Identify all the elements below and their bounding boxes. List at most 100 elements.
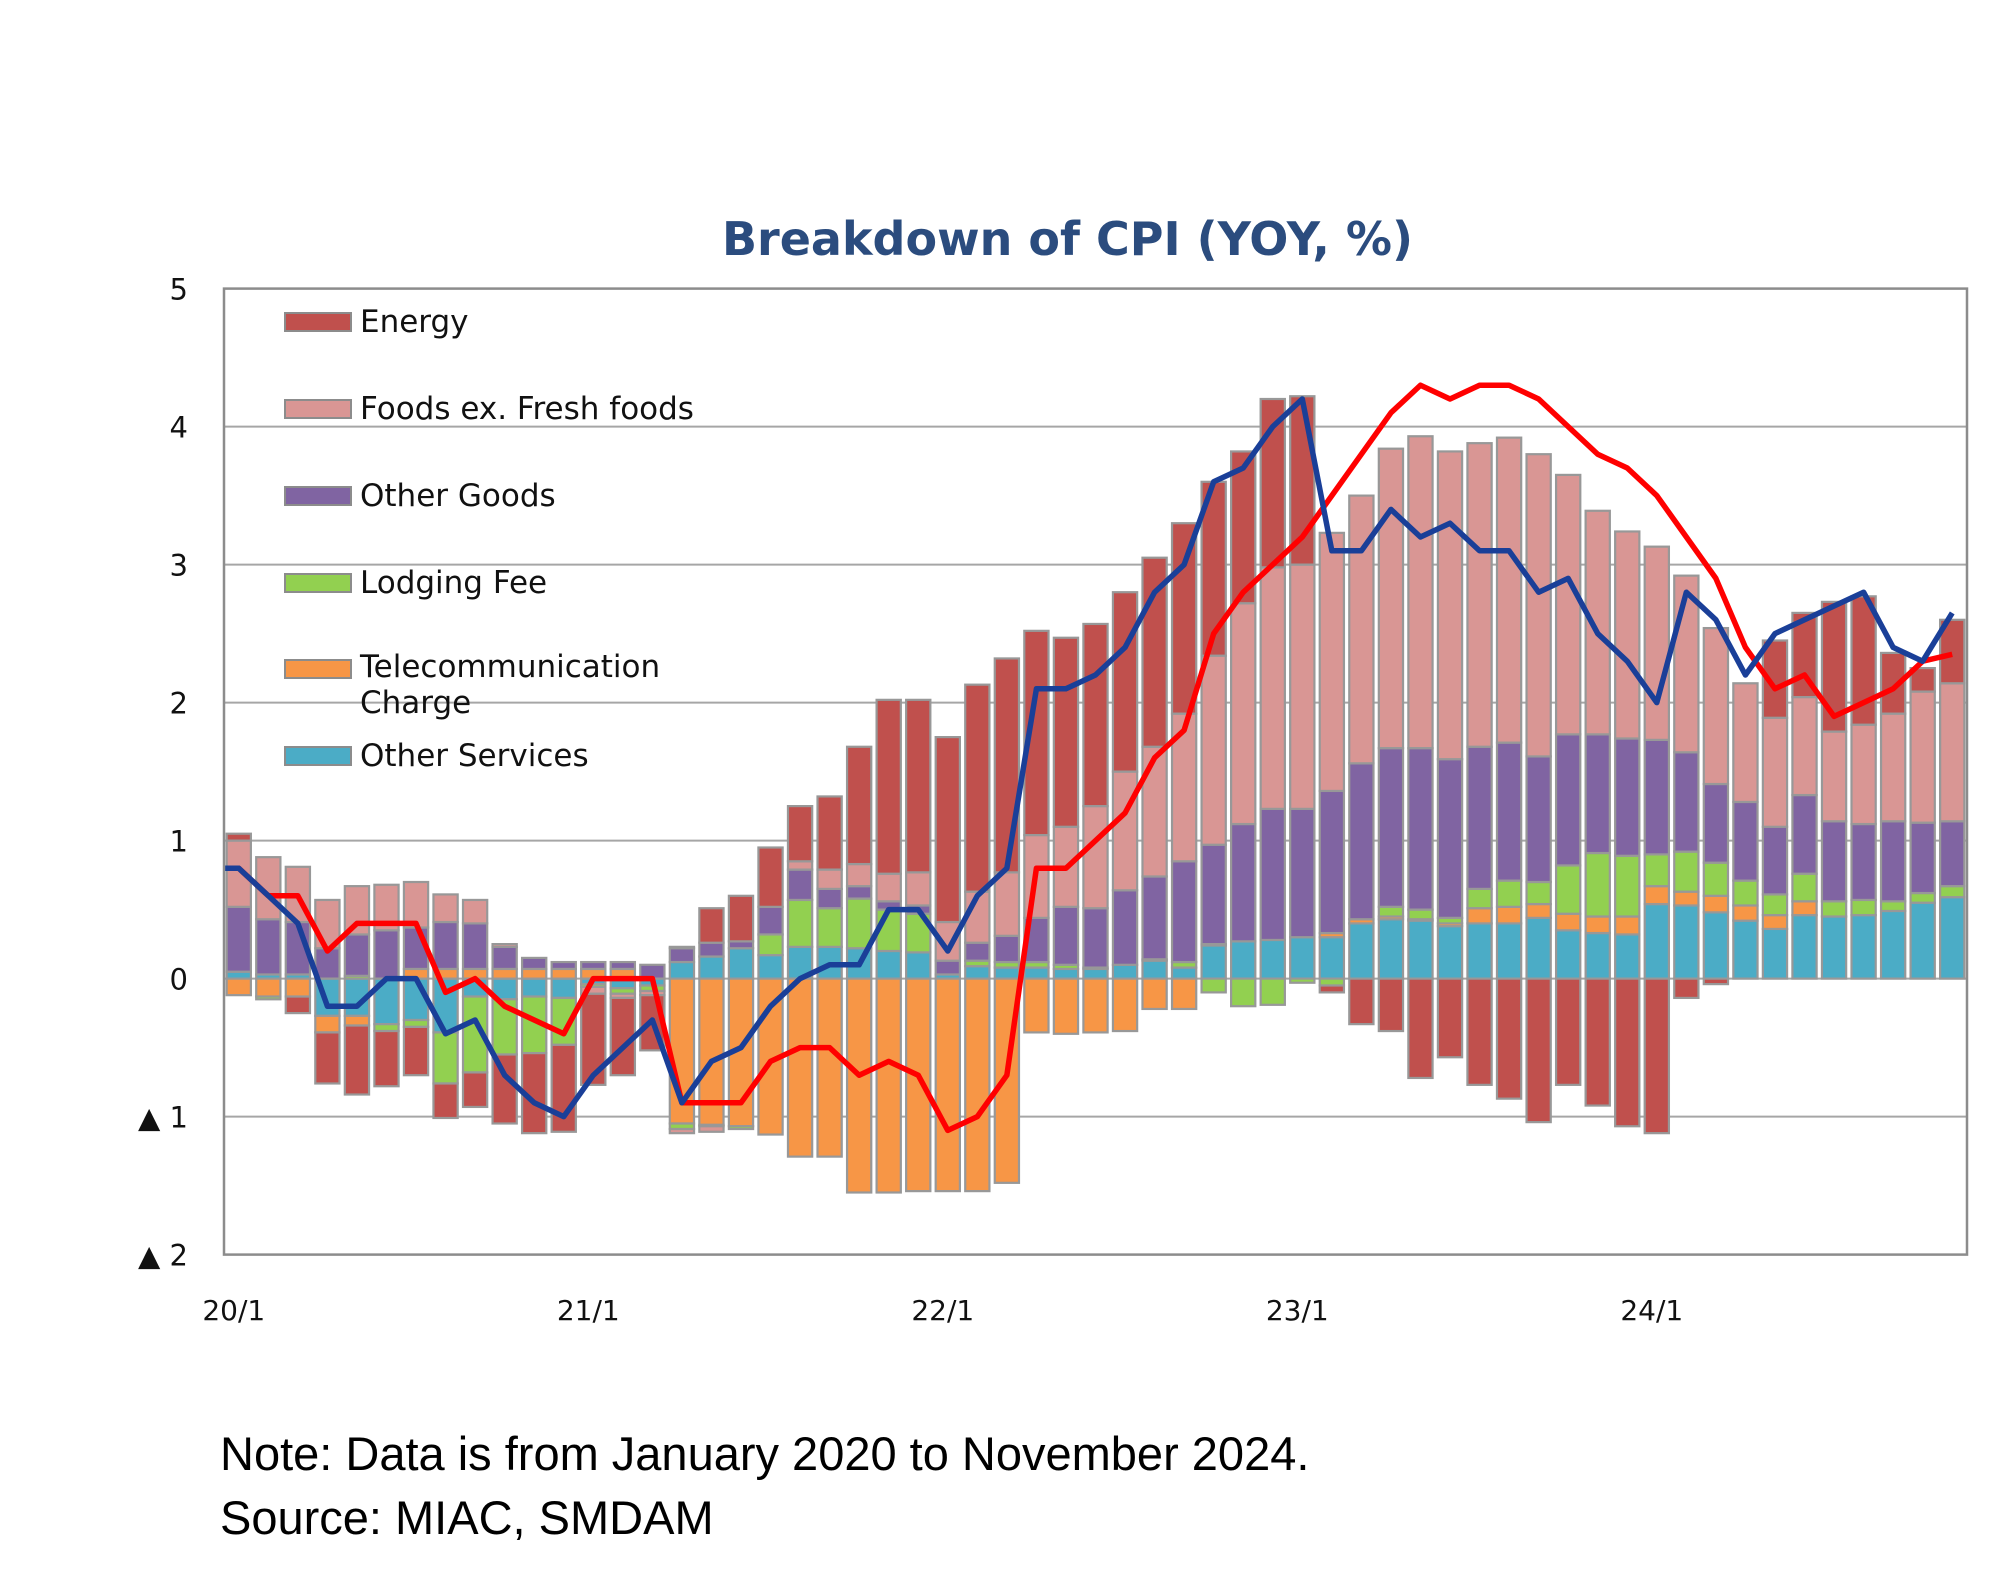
bar-segment-energy bbox=[1466, 977, 1493, 1086]
bar-segment-lodging-fee bbox=[1554, 864, 1582, 915]
bar-segment-telecommunication-charge bbox=[284, 977, 312, 998]
bar-segment-energy bbox=[1584, 977, 1611, 1107]
legend-label: Foods ex. Fresh foods bbox=[360, 391, 694, 427]
bar-segment-telecommunication-charge bbox=[1614, 915, 1641, 936]
bar-segment-telecommunication-charge bbox=[816, 977, 843, 1158]
bar-segment-other-goods bbox=[698, 941, 725, 958]
bar-segment-lodging-fee bbox=[255, 995, 282, 1001]
bar-segment-other-goods bbox=[1554, 733, 1582, 867]
bar-segment-other-services bbox=[1584, 931, 1611, 980]
bar-segment-lodging-fee bbox=[1584, 851, 1611, 918]
bar-segment-other-goods bbox=[934, 959, 962, 976]
bar-segment-other-services bbox=[1820, 915, 1848, 980]
legend-label: Telecommunication Charge bbox=[360, 649, 661, 721]
bar-segment-energy bbox=[491, 1053, 518, 1125]
bar-segment-other-goods bbox=[1584, 733, 1611, 855]
bar-segment-lodging-fee bbox=[1909, 891, 1936, 904]
bar-segment-foods-ex-fresh-foods bbox=[1791, 695, 1818, 797]
bar-segment-foods-ex-fresh-foods bbox=[1229, 602, 1257, 826]
bar-segment-energy bbox=[845, 745, 873, 866]
bar-segment-other-services bbox=[1170, 966, 1198, 980]
bar-segment-foods-ex-fresh-foods bbox=[1909, 690, 1936, 824]
bar-segment-other-goods bbox=[580, 960, 607, 971]
bar-segment-telecommunication-charge bbox=[1170, 977, 1198, 1011]
bar-segment-telecommunication-charge bbox=[1761, 914, 1789, 931]
blue-line bbox=[224, 396, 1955, 1120]
legend-swatch-energy bbox=[284, 312, 352, 332]
bar-segment-telecommunication-charge bbox=[520, 967, 548, 980]
bar-segment-other-goods bbox=[1348, 762, 1375, 921]
bar-segment-other-goods bbox=[1761, 825, 1789, 896]
bar-segment-other-goods bbox=[845, 885, 873, 900]
bar-segment-other-services bbox=[1141, 959, 1168, 980]
bar-segment-energy bbox=[1170, 522, 1198, 715]
bar-segment-telecommunication-charge bbox=[1466, 907, 1493, 925]
bar-segment-other-goods bbox=[786, 868, 814, 902]
bar-segment-foods-ex-fresh-foods bbox=[1643, 545, 1671, 741]
bar-segment-foods-ex-fresh-foods bbox=[1377, 447, 1405, 750]
bar-segment-other-services bbox=[550, 977, 577, 1000]
x-tick-label: 21/1 bbox=[557, 1294, 620, 1327]
legend-swatch-telecom bbox=[284, 659, 352, 679]
bar-segment-other-services bbox=[1259, 938, 1286, 980]
bar-segment-telecommunication-charge bbox=[1141, 977, 1168, 1011]
bar-segment-other-services bbox=[1111, 963, 1139, 980]
bar-segment-foods-ex-fresh-foods bbox=[1525, 453, 1552, 758]
bar-segment-foods-ex-fresh-foods bbox=[1761, 716, 1789, 828]
bar-segment-telecommunication-charge bbox=[314, 1014, 341, 1034]
bar-segment-other-services bbox=[1939, 896, 1966, 980]
bar-segment-other-goods bbox=[1259, 807, 1286, 942]
bar-segment-foods-ex-fresh-foods bbox=[1702, 626, 1730, 786]
bar-segment-energy bbox=[1052, 636, 1080, 828]
bar-segment-lodging-fee bbox=[1820, 900, 1848, 918]
bar-segment-other-goods bbox=[1407, 747, 1434, 911]
x-tick-label: 20/1 bbox=[202, 1294, 265, 1327]
bar-segment-lodging-fee bbox=[727, 1125, 755, 1131]
bar-segment-telecommunication-charge bbox=[1525, 902, 1552, 919]
bar-segment-energy bbox=[905, 698, 932, 874]
bar-segment-lodging-fee bbox=[1229, 977, 1257, 1008]
bar-segment-lodging-fee bbox=[1761, 893, 1789, 917]
bar-segment-other-services bbox=[1850, 914, 1877, 980]
bar-segment-lodging-fee bbox=[1702, 861, 1730, 897]
bar-segment-other-services bbox=[1702, 911, 1730, 980]
bar-segment-energy bbox=[343, 1024, 371, 1096]
bar-segment-energy bbox=[314, 1031, 341, 1085]
bar-segment-energy bbox=[1614, 977, 1641, 1128]
legend-item-energy: Energy bbox=[284, 302, 469, 342]
bar-segment-energy bbox=[225, 832, 252, 842]
bar-segment-other-goods bbox=[373, 929, 400, 980]
bar-segment-telecommunication-charge bbox=[550, 967, 577, 980]
bar-segment-other-goods bbox=[1318, 789, 1346, 935]
legend-item-other-goods: Other Goods bbox=[284, 476, 556, 516]
bar-segment-foods-ex-fresh-foods bbox=[1939, 682, 1966, 823]
legend-swatch-other-services bbox=[284, 746, 352, 766]
bar-segment-lodging-fee bbox=[816, 907, 843, 948]
bar-segment-other-services bbox=[1673, 904, 1700, 980]
bar-segment-energy bbox=[1495, 977, 1523, 1100]
bar-segment-telecommunication-charge bbox=[225, 977, 252, 997]
legend-label: Other Goods bbox=[360, 478, 556, 514]
bar-segment-lodging-fee bbox=[1407, 908, 1434, 921]
bar-segment-other-services bbox=[993, 966, 1021, 980]
bar-segment-foods-ex-fresh-foods bbox=[1289, 563, 1316, 810]
bar-segment-energy bbox=[1407, 977, 1434, 1080]
bar-segment-other-services bbox=[1554, 929, 1582, 980]
bar-segment-other-goods bbox=[1229, 822, 1257, 943]
bar-segment-lodging-fee bbox=[1377, 905, 1405, 918]
bar-segment-lodging-fee bbox=[1525, 880, 1552, 906]
bar-segment-telecommunication-charge bbox=[255, 977, 282, 998]
bar-segment-telecommunication-charge bbox=[1702, 894, 1730, 914]
legend-item-lodging: Lodging Fee bbox=[284, 563, 547, 603]
bar-segment-telecommunication-charge bbox=[1554, 912, 1582, 932]
bar-segment-other-goods bbox=[816, 887, 843, 910]
bar-segment-other-goods bbox=[1495, 741, 1523, 882]
bar-segment-telecommunication-charge bbox=[1052, 977, 1080, 1035]
bar-segment-telecommunication-charge bbox=[491, 967, 518, 980]
bar-segment-lodging-fee bbox=[1732, 879, 1759, 907]
bar-segment-lodging-fee bbox=[1850, 898, 1877, 917]
bar-segment-foods-ex-fresh-foods bbox=[1141, 745, 1168, 878]
note-text: Note: Data is from January 2020 to Novem… bbox=[220, 1427, 1310, 1480]
bar-segment-foods-ex-fresh-foods bbox=[905, 871, 932, 907]
bar-segment-foods-ex-fresh-foods bbox=[491, 942, 518, 948]
